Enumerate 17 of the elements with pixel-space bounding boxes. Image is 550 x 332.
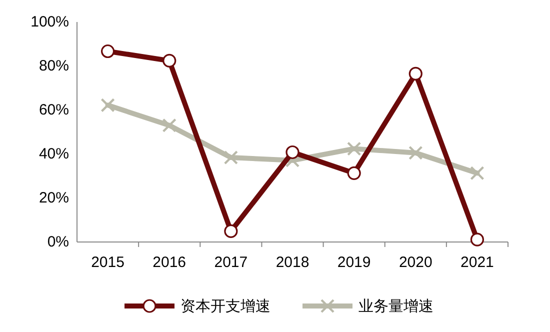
legend-label: 资本开支增速 (180, 298, 270, 315)
legend-item: 业务量增速 (302, 298, 434, 315)
x-tick-label: 2016 (152, 254, 186, 271)
y-tick-label: 60% (38, 102, 69, 118)
x-tick-label: 2017 (214, 254, 248, 271)
legend-label: 业务量增速 (358, 298, 434, 315)
x-tick-label: 2019 (337, 254, 371, 271)
y-tick-label: 0% (47, 234, 69, 250)
x-tick-label: 2015 (91, 254, 124, 271)
x-tick-label: 2020 (398, 254, 432, 271)
y-tick-label: 80% (38, 58, 69, 74)
y-tick-label: 20% (38, 190, 69, 206)
x-tick-label: 2018 (276, 254, 310, 271)
y-tick-label: 40% (38, 146, 69, 162)
legend-item: 资本开支增速 (124, 298, 270, 315)
y-tick-label: 100% (30, 14, 69, 30)
x-tick-label: 2021 (460, 254, 494, 271)
